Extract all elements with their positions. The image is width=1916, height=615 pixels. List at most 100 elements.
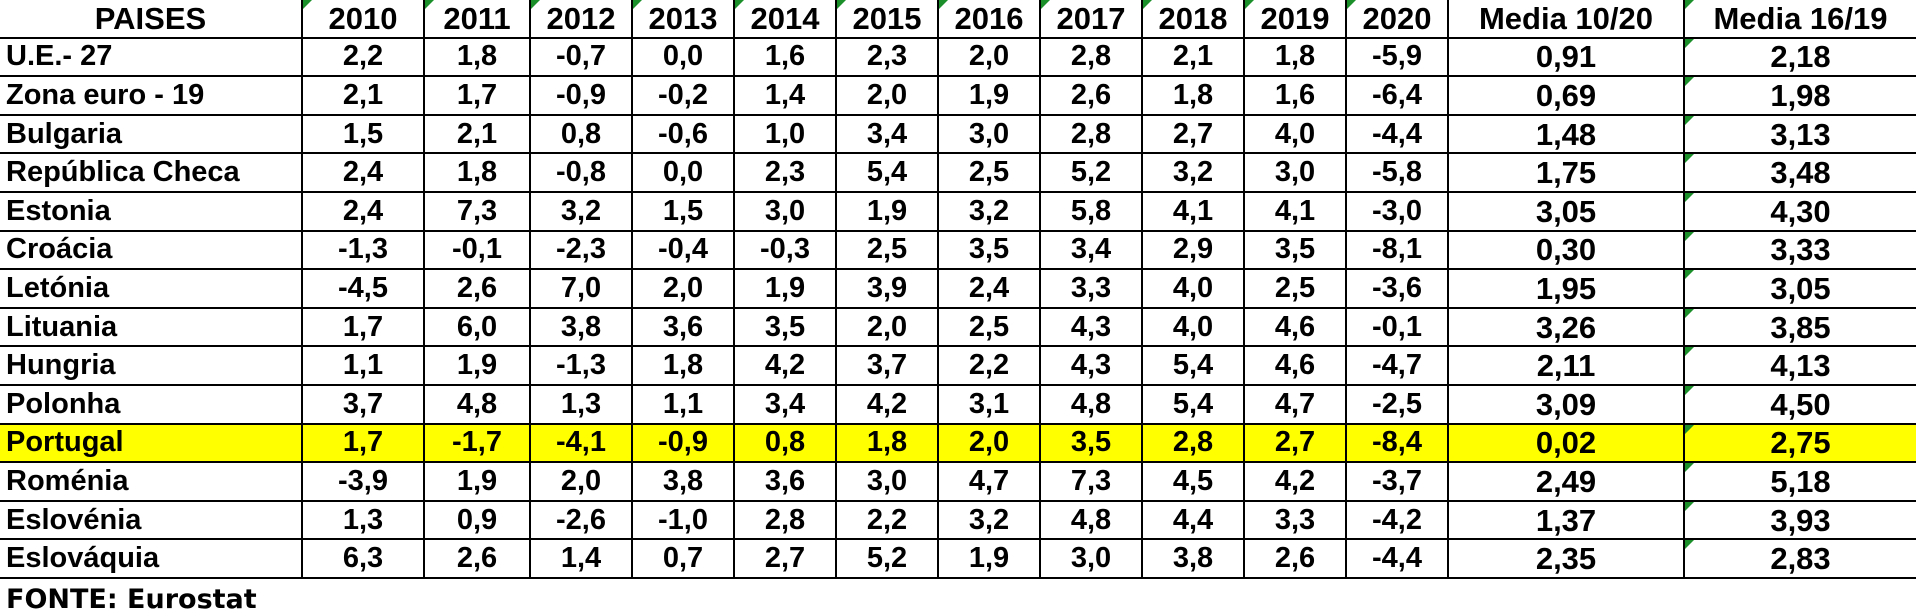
country-cell[interactable]: Bulgaria (0, 113, 303, 155)
value-cell[interactable]: 3,5 (1039, 422, 1143, 464)
value-cell[interactable]: 2,4 (301, 152, 425, 193)
value-cell[interactable]: -3,0 (1345, 190, 1449, 232)
value-cell[interactable]: 5,4 (1141, 383, 1245, 425)
value-cell[interactable]: 1,9 (937, 75, 1041, 116)
value-cell[interactable]: 4,8 (1039, 499, 1143, 541)
average-cell[interactable]: 4,30 (1683, 190, 1916, 232)
average-cell[interactable]: 3,33 (1683, 229, 1916, 271)
average-cell[interactable]: 0,02 (1447, 422, 1685, 464)
column-header-2016[interactable]: 2016 (937, 0, 1041, 39)
value-cell[interactable]: 1,6 (733, 36, 837, 78)
average-cell[interactable]: 2,75 (1683, 422, 1916, 464)
value-cell[interactable]: 2,1 (301, 75, 425, 116)
value-cell[interactable]: 5,2 (835, 538, 939, 579)
value-cell[interactable]: 2,4 (301, 190, 425, 232)
value-cell[interactable]: 3,4 (733, 383, 837, 425)
value-cell[interactable]: 4,1 (1141, 190, 1245, 232)
value-cell[interactable]: -0,1 (423, 229, 531, 271)
value-cell[interactable]: 2,2 (301, 36, 425, 78)
value-cell[interactable]: -5,8 (1345, 152, 1449, 193)
value-cell[interactable]: -1,3 (301, 229, 425, 271)
column-header-2010[interactable]: 2010 (301, 0, 425, 39)
value-cell[interactable]: 7,3 (1039, 461, 1143, 502)
country-cell[interactable]: Estonia (0, 190, 303, 232)
average-cell[interactable]: 0,69 (1447, 75, 1685, 116)
average-cell[interactable]: 2,83 (1683, 538, 1916, 579)
value-cell[interactable]: 2,8 (1039, 36, 1143, 78)
value-cell[interactable]: 4,6 (1243, 306, 1347, 348)
country-cell[interactable]: U.E.- 27 (0, 36, 303, 78)
column-header-2014[interactable]: 2014 (733, 0, 837, 39)
value-cell[interactable]: 1,9 (937, 538, 1041, 579)
value-cell[interactable]: -2,3 (529, 229, 633, 271)
value-cell[interactable]: 6,0 (423, 306, 531, 348)
value-cell[interactable]: 4,8 (423, 383, 531, 425)
value-cell[interactable]: 1,3 (301, 499, 425, 541)
value-cell[interactable]: -0,8 (529, 152, 633, 193)
value-cell[interactable]: 3,4 (1039, 229, 1143, 271)
value-cell[interactable]: -1,0 (631, 499, 735, 541)
value-cell[interactable]: -4,4 (1345, 538, 1449, 579)
value-cell[interactable]: 1,9 (835, 190, 939, 232)
value-cell[interactable]: 4,7 (1243, 383, 1347, 425)
value-cell[interactable]: 4,3 (1039, 306, 1143, 348)
value-cell[interactable]: 4,8 (1039, 383, 1143, 425)
value-cell[interactable]: 4,2 (835, 383, 939, 425)
value-cell[interactable]: 3,9 (835, 268, 939, 309)
value-cell[interactable]: 1,8 (1141, 75, 1245, 116)
value-cell[interactable]: -2,6 (529, 499, 633, 541)
value-cell[interactable]: 2,1 (1141, 36, 1245, 78)
value-cell[interactable]: 3,8 (529, 306, 633, 348)
value-cell[interactable]: 2,8 (1141, 422, 1245, 464)
average-cell[interactable]: 2,49 (1447, 461, 1685, 502)
country-cell[interactable]: Portugal (0, 422, 303, 464)
value-cell[interactable]: 2,0 (835, 75, 939, 116)
value-cell[interactable]: -1,3 (529, 345, 633, 386)
average-cell[interactable]: 3,93 (1683, 499, 1916, 541)
value-cell[interactable]: 4,1 (1243, 190, 1347, 232)
average-cell[interactable]: 1,98 (1683, 75, 1916, 116)
value-cell[interactable]: 3,6 (631, 306, 735, 348)
value-cell[interactable]: 2,7 (1141, 113, 1245, 155)
value-cell[interactable]: 2,0 (529, 461, 633, 502)
country-cell[interactable]: Polonha (0, 383, 303, 425)
value-cell[interactable]: 2,9 (1141, 229, 1245, 271)
value-cell[interactable]: 3,6 (733, 461, 837, 502)
value-cell[interactable]: 3,5 (1243, 229, 1347, 271)
value-cell[interactable]: -5,9 (1345, 36, 1449, 78)
value-cell[interactable]: -4,2 (1345, 499, 1449, 541)
value-cell[interactable]: -0,6 (631, 113, 735, 155)
value-cell[interactable]: 2,0 (835, 306, 939, 348)
value-cell[interactable]: 1,9 (733, 268, 837, 309)
value-cell[interactable]: -1,7 (423, 422, 531, 464)
value-cell[interactable]: 1,9 (423, 345, 531, 386)
value-cell[interactable]: -6,4 (1345, 75, 1449, 116)
value-cell[interactable]: 4,4 (1141, 499, 1245, 541)
value-cell[interactable]: 1,8 (1243, 36, 1347, 78)
value-cell[interactable]: 3,5 (937, 229, 1041, 271)
value-cell[interactable]: -4,7 (1345, 345, 1449, 386)
average-cell[interactable]: 1,95 (1447, 268, 1685, 309)
average-cell[interactable]: 1,75 (1447, 152, 1685, 193)
value-cell[interactable]: -3,6 (1345, 268, 1449, 309)
value-cell[interactable]: 1,8 (631, 345, 735, 386)
value-cell[interactable]: 1,7 (301, 306, 425, 348)
average-cell[interactable]: 2,18 (1683, 36, 1916, 78)
value-cell[interactable]: -3,9 (301, 461, 425, 502)
value-cell[interactable]: -8,1 (1345, 229, 1449, 271)
value-cell[interactable]: 4,3 (1039, 345, 1143, 386)
value-cell[interactable]: 1,4 (733, 75, 837, 116)
country-cell[interactable]: Croácia (0, 229, 303, 271)
average-cell[interactable]: 2,35 (1447, 538, 1685, 579)
value-cell[interactable]: 4,0 (1141, 268, 1245, 309)
average-cell[interactable]: 5,18 (1683, 461, 1916, 502)
value-cell[interactable]: 4,7 (937, 461, 1041, 502)
country-cell[interactable]: República Checa (0, 152, 303, 193)
value-cell[interactable]: 3,2 (937, 190, 1041, 232)
value-cell[interactable]: 3,7 (835, 345, 939, 386)
value-cell[interactable]: 0,0 (631, 36, 735, 78)
average-cell[interactable]: 4,50 (1683, 383, 1916, 425)
value-cell[interactable]: 2,5 (937, 152, 1041, 193)
country-cell[interactable]: Hungria (0, 345, 303, 386)
country-cell[interactable]: Eslováquia (0, 538, 303, 579)
